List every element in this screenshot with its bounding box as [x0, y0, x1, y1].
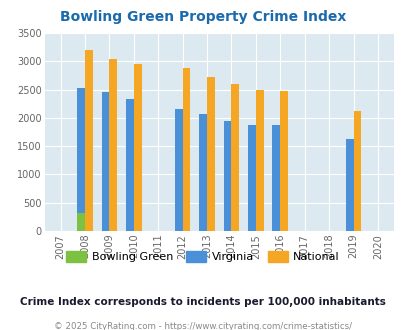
Bar [231, 84, 239, 231]
Bar [182, 68, 190, 231]
Bar [223, 121, 231, 231]
Bar [272, 125, 279, 231]
Bar [101, 92, 109, 231]
Bar [207, 77, 214, 231]
Bar [279, 91, 288, 231]
Bar [109, 59, 117, 231]
Bar [199, 114, 207, 231]
Bar [77, 214, 85, 231]
Text: © 2025 CityRating.com - https://www.cityrating.com/crime-statistics/: © 2025 CityRating.com - https://www.city… [54, 322, 351, 330]
Bar [134, 64, 141, 231]
Bar [77, 88, 85, 231]
Text: Crime Index corresponds to incidents per 100,000 inhabitants: Crime Index corresponds to incidents per… [20, 297, 385, 307]
Legend: Bowling Green, Virginia, National: Bowling Green, Virginia, National [62, 247, 343, 267]
Bar [126, 99, 134, 231]
Text: Bowling Green Property Crime Index: Bowling Green Property Crime Index [60, 10, 345, 24]
Bar [345, 139, 353, 231]
Bar [247, 125, 255, 231]
Bar [255, 90, 263, 231]
Bar [85, 50, 92, 231]
Bar [175, 109, 182, 231]
Bar [353, 111, 360, 231]
